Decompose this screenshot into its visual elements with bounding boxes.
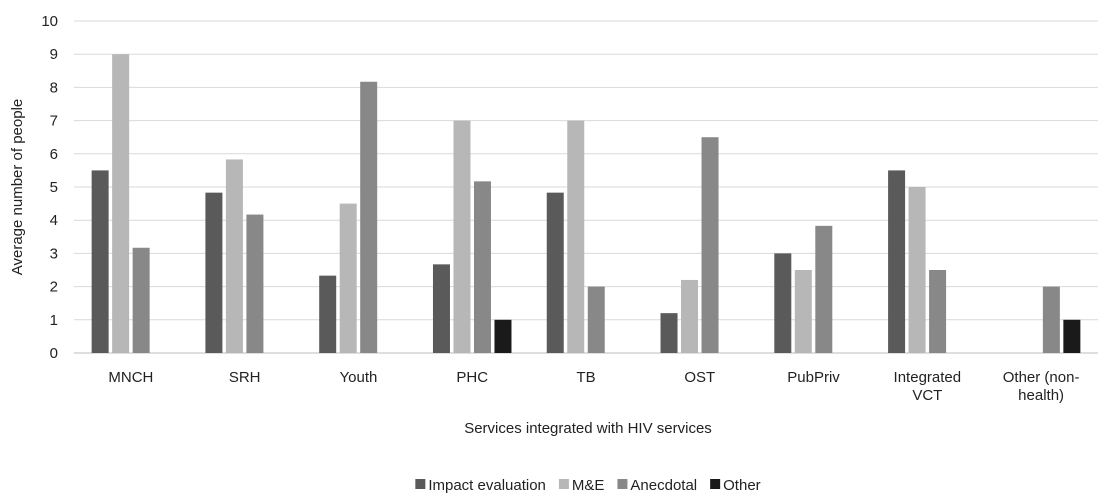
legend-swatch: [617, 479, 628, 489]
bar: [774, 253, 792, 353]
bar: [132, 247, 150, 353]
y-tick-label: 1: [50, 312, 58, 329]
bar: [205, 192, 223, 353]
bar: [494, 319, 512, 353]
bar: [546, 192, 564, 353]
y-tick-label: 5: [50, 179, 58, 196]
y-tick-label: 4: [50, 212, 58, 229]
x-tick-label: PubPriv: [787, 369, 840, 386]
legend: Impact evaluation M&E Anecdotal Other: [415, 477, 761, 494]
y-axis-ticks: 0 1 2 3 4 5 6 7 8 9 10: [41, 13, 58, 362]
bar: [1063, 319, 1081, 353]
y-tick-label: 7: [50, 113, 58, 130]
bar: [225, 159, 243, 353]
legend-swatch: [415, 479, 426, 489]
x-tick-label: Integrated VCT: [894, 369, 962, 404]
legend-label: M&E: [572, 477, 605, 494]
legend-label: Other: [723, 477, 761, 494]
y-tick-label: 9: [50, 46, 58, 63]
bar: [587, 286, 605, 353]
bar: [888, 170, 906, 353]
x-tick-label: Youth: [340, 369, 378, 386]
x-tick-label: Other (non-health): [1003, 369, 1080, 404]
legend-label: Anecdotal: [630, 477, 697, 494]
y-tick-label: 8: [50, 79, 58, 96]
y-tick-label: 10: [41, 13, 58, 30]
bars: [91, 54, 1081, 354]
bar: [112, 54, 130, 353]
x-tick-label: PHC: [456, 369, 488, 386]
bar: [1042, 286, 1060, 353]
bar: [929, 270, 947, 353]
bar: [473, 181, 491, 353]
bar: [567, 120, 585, 353]
bar: [453, 120, 471, 353]
y-tick-label: 2: [50, 279, 58, 296]
bar: [701, 137, 719, 353]
bar: [815, 225, 833, 353]
x-tick-label: TB: [576, 369, 595, 386]
bar: [319, 275, 337, 353]
legend-swatch: [558, 479, 569, 489]
x-tick-label: MNCH: [108, 369, 153, 386]
gridlines: [74, 20, 1098, 354]
bar: [246, 214, 264, 353]
bar: [360, 81, 378, 354]
y-tick-label: 3: [50, 245, 58, 262]
bar: [339, 203, 357, 353]
x-axis-title: Services integrated with HIV services: [464, 420, 712, 437]
bar: [91, 170, 109, 353]
legend-label: Impact evaluation: [428, 477, 546, 494]
x-tick-label: SRH: [229, 369, 261, 386]
y-tick-label: 0: [50, 345, 58, 362]
x-tick-label: OST: [684, 369, 715, 386]
y-axis-title: Average number of people: [9, 99, 26, 276]
bar: [908, 187, 926, 353]
bar: [681, 279, 699, 353]
legend-swatch: [710, 479, 721, 489]
bar: [432, 264, 450, 353]
y-tick-label: 6: [50, 146, 58, 163]
x-axis-ticks: MNCH SRH Youth PHC TB OST PubPriv Integrated VCT…: [108, 369, 1079, 404]
bar: [794, 270, 812, 353]
bar: [660, 313, 678, 353]
